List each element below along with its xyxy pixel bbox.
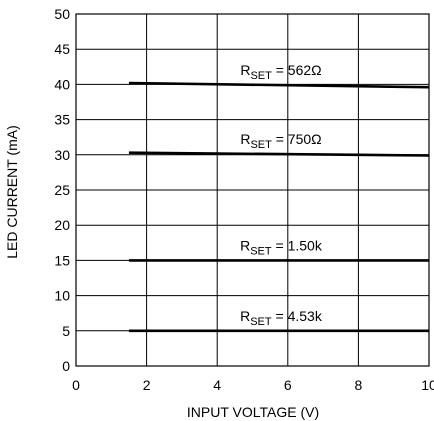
y-tick-label: 30 [54,147,70,163]
y-tick-label: 15 [54,252,70,268]
x-axis-title: INPUT VOLTAGE (V) [187,404,319,420]
y-tick-label: 0 [62,358,70,374]
series-label: RSET = 750Ω [240,131,321,151]
plot-border [75,13,430,367]
plot-frame [75,13,430,367]
series-lines [128,81,430,333]
y-axis-title: LED CURRENT (mA) [4,125,20,259]
x-tick-label: 8 [355,377,363,393]
x-tick-label: 0 [72,377,80,393]
y-tick-label: 5 [62,323,70,339]
tick-labels: 0 5 10 15 20 25 30 35 40 45 50 0 2 4 6 8 10 [54,6,434,393]
series-line [128,151,430,157]
y-tick-label: 40 [54,76,70,92]
series-label: RSET = 1.50k [240,237,323,257]
series-line [128,81,430,89]
series-labels: RSET = 562Ω RSET = 750Ω RSET = 1.50k RSET =… [240,62,323,328]
y-tick-label: 10 [54,288,70,304]
series-label: RSET = 562Ω [240,62,321,82]
y-tick-label: 45 [54,41,70,57]
grid-lines [76,14,429,366]
x-tick-label: 6 [284,377,292,393]
x-tick-label: 4 [213,377,221,393]
x-tick-label: 10 [421,377,434,393]
y-tick-label: 20 [54,217,70,233]
y-tick-label: 25 [54,182,70,198]
y-tick-label: 35 [54,112,70,128]
y-tick-label: 50 [54,6,70,22]
series-label: RSET = 4.53k [240,308,323,328]
x-tick-label: 2 [143,377,151,393]
